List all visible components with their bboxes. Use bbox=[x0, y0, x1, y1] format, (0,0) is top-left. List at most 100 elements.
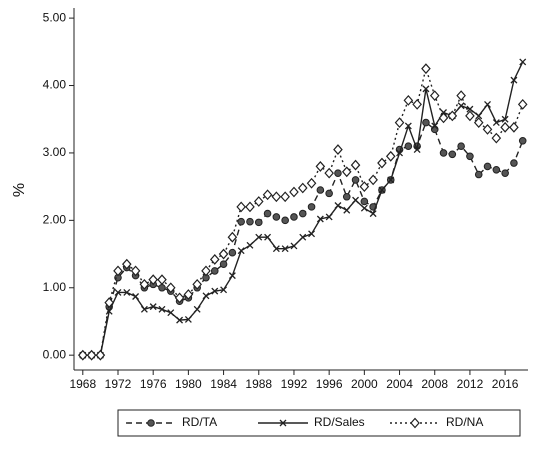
marker bbox=[281, 245, 289, 253]
marker bbox=[422, 118, 430, 127]
x-tick-label: 2016 bbox=[492, 377, 519, 391]
marker bbox=[253, 196, 264, 207]
marker bbox=[509, 121, 519, 133]
y-tick-label: 5.00 bbox=[43, 10, 67, 24]
marker bbox=[272, 213, 281, 221]
marker bbox=[255, 233, 263, 241]
legend-label: RD/Sales bbox=[314, 415, 365, 429]
marker bbox=[236, 201, 246, 213]
marker bbox=[149, 303, 157, 311]
legend-label: RD/NA bbox=[446, 415, 483, 429]
marker bbox=[264, 233, 272, 241]
marker bbox=[202, 292, 210, 300]
y-axis-label: % bbox=[11, 183, 28, 197]
marker bbox=[412, 98, 422, 110]
marker bbox=[360, 197, 369, 206]
marker bbox=[387, 176, 395, 184]
marker bbox=[183, 289, 194, 300]
marker bbox=[95, 349, 106, 361]
marker bbox=[439, 149, 448, 157]
marker bbox=[262, 189, 273, 201]
marker bbox=[404, 142, 413, 150]
marker bbox=[306, 177, 317, 189]
marker bbox=[343, 206, 351, 214]
marker bbox=[519, 58, 527, 66]
y-tick-label: 0.00 bbox=[43, 347, 67, 361]
marker bbox=[517, 98, 528, 110]
marker bbox=[482, 123, 493, 135]
marker bbox=[158, 283, 166, 292]
marker bbox=[148, 274, 158, 286]
y-tick-label: 2.00 bbox=[43, 213, 67, 227]
x-tick-label: 1980 bbox=[175, 377, 202, 391]
x-tick-label: 1992 bbox=[281, 377, 308, 391]
marker bbox=[263, 209, 272, 218]
legend-marker bbox=[410, 417, 420, 429]
marker bbox=[104, 297, 114, 308]
x-tick-label: 1968 bbox=[69, 377, 96, 391]
marker bbox=[404, 122, 412, 130]
marker bbox=[413, 146, 421, 154]
marker bbox=[272, 245, 280, 253]
marker bbox=[297, 182, 308, 194]
marker bbox=[228, 272, 236, 280]
x-tick-label: 2008 bbox=[421, 377, 448, 391]
marker bbox=[174, 292, 185, 304]
marker bbox=[360, 204, 368, 212]
marker bbox=[324, 167, 334, 179]
marker bbox=[350, 159, 361, 171]
marker bbox=[369, 210, 377, 218]
marker bbox=[457, 102, 465, 110]
marker bbox=[466, 105, 474, 113]
marker bbox=[139, 278, 150, 290]
marker bbox=[105, 307, 113, 315]
marker bbox=[492, 165, 501, 174]
marker bbox=[315, 161, 326, 172]
marker bbox=[290, 213, 298, 221]
marker bbox=[121, 258, 132, 270]
marker bbox=[237, 217, 245, 226]
legend-label: RD/TA bbox=[182, 415, 217, 429]
marker bbox=[165, 282, 176, 294]
marker bbox=[209, 254, 220, 265]
marker bbox=[271, 191, 282, 203]
marker bbox=[334, 169, 342, 177]
marker bbox=[140, 305, 148, 313]
marker bbox=[298, 209, 307, 218]
marker bbox=[334, 202, 342, 209]
x-tick-label: 2000 bbox=[351, 377, 378, 391]
marker bbox=[192, 278, 202, 290]
marker bbox=[396, 149, 404, 157]
marker bbox=[157, 274, 167, 286]
marker bbox=[438, 112, 449, 124]
marker bbox=[501, 115, 509, 123]
marker bbox=[352, 196, 360, 204]
x-tick-label: 1976 bbox=[140, 377, 167, 391]
marker bbox=[465, 110, 475, 122]
marker bbox=[176, 316, 184, 324]
marker bbox=[466, 152, 474, 161]
legend-marker bbox=[279, 419, 287, 427]
marker bbox=[246, 241, 254, 249]
legend-marker bbox=[147, 419, 155, 427]
marker bbox=[316, 215, 324, 223]
x-tick-label: 2004 bbox=[386, 377, 413, 391]
marker bbox=[130, 265, 141, 277]
marker bbox=[491, 132, 502, 144]
y-tick-label: 1.00 bbox=[43, 280, 67, 294]
marker bbox=[421, 63, 431, 75]
marker bbox=[158, 305, 166, 313]
series-line bbox=[82, 121, 524, 356]
marker bbox=[456, 90, 466, 102]
marker bbox=[342, 192, 351, 201]
marker bbox=[113, 265, 123, 277]
marker bbox=[403, 94, 414, 106]
marker bbox=[422, 85, 430, 93]
marker bbox=[377, 157, 387, 169]
marker bbox=[431, 122, 439, 130]
marker bbox=[448, 150, 457, 159]
x-tick-label: 1996 bbox=[316, 377, 343, 391]
y-tick-label: 4.00 bbox=[43, 78, 67, 92]
